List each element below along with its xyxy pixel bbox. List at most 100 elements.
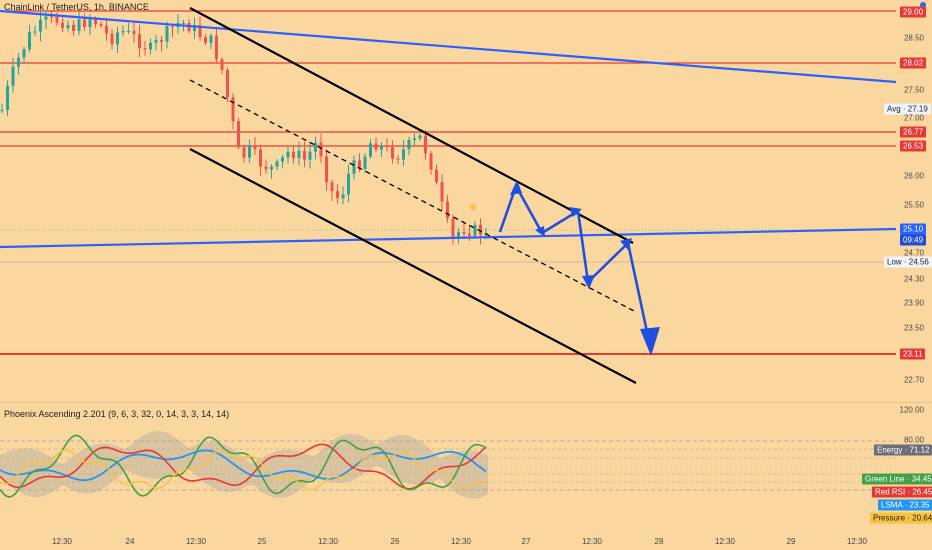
red-rsi-tag[interactable]: Red RSI · 26.45 (872, 486, 932, 498)
low-tag[interactable]: Low · 24.56 (884, 256, 932, 268)
candle-body (242, 147, 246, 158)
candle-body (215, 35, 218, 60)
candle-body (127, 30, 130, 32)
candle-body (319, 142, 323, 157)
lsma-line[interactable] (0, 449, 487, 482)
candle-body (424, 135, 427, 154)
candle-body (347, 173, 350, 195)
candle-body (259, 149, 262, 167)
projection-leg-4[interactable] (576, 210, 590, 283)
arrowhead-icon (535, 226, 545, 237)
level-tag-23-11[interactable]: 23.11 (900, 348, 926, 360)
candle-body (429, 153, 433, 170)
arrowhead-icon (620, 238, 632, 250)
candle-body (116, 32, 119, 45)
candle-body (308, 151, 312, 160)
energy-band-area (0, 431, 488, 499)
candle-body (17, 57, 20, 67)
candle-body (165, 26, 169, 42)
candle-body (292, 151, 295, 159)
candle-body (270, 166, 273, 170)
price-tick: 24.30 (903, 274, 924, 284)
candle-body (303, 150, 306, 160)
symbol-title[interactable]: ChainLink / TetherUS, 1h, BINANCE (4, 2, 149, 12)
candle-body (248, 145, 251, 158)
current-price-tag[interactable]: 25.10 (900, 223, 927, 235)
candle-body (407, 140, 411, 150)
candle-body (220, 59, 224, 70)
time-label: 12:30 (846, 537, 868, 546)
price-tick: 24.70 (903, 248, 924, 258)
candle-body (94, 19, 97, 24)
pressure-line[interactable] (0, 449, 487, 491)
candle-body (105, 25, 108, 34)
blue-trendline-upper[interactable] (0, 9, 897, 84)
candle-body (440, 182, 444, 202)
candle-body (193, 25, 196, 32)
candle-body (132, 30, 136, 35)
time-axis[interactable]: 12:30 24 12:30 25 12:30 26 12:30 27 12:3… (0, 536, 896, 550)
indicator-pane[interactable] (0, 431, 896, 499)
candle-body (374, 143, 378, 150)
candle-body (72, 24, 75, 32)
channel-mid-dashed[interactable] (189, 79, 637, 313)
level-tag-28-02[interactable]: 28.02 (900, 57, 927, 69)
candle-body (182, 22, 185, 24)
settings-dot-icon[interactable] (920, 2, 926, 8)
avg-tag[interactable]: Avg · 27.19 (884, 103, 931, 115)
time-label: 12:30 (581, 537, 603, 546)
price-tick: 22.70 (903, 375, 924, 385)
candle-body (479, 224, 482, 235)
channel-upper-line[interactable] (189, 7, 634, 244)
green-line-tag[interactable]: Green Line · 34.45 (862, 473, 932, 485)
level-tag-26-77[interactable]: 26.77 (900, 126, 927, 138)
candle-body (66, 24, 70, 29)
time-label: 12:30 (317, 537, 339, 546)
countdown-tag: 09:49 (900, 234, 927, 246)
signal-dot-icon (470, 204, 476, 210)
candle-body (253, 145, 257, 150)
projection-leg-3[interactable] (541, 209, 579, 235)
candle-body (55, 16, 59, 23)
candle-body (110, 33, 114, 45)
candlestick-series[interactable] (0, 10, 488, 245)
time-label: 24 (125, 537, 135, 546)
price-scale[interactable]: 28.50 27.50 27.00 26.00 25.50 24.70 24.3… (896, 0, 932, 550)
trend-lines[interactable] (0, 7, 897, 384)
price-tick: 27.00 (903, 113, 924, 123)
blue-trendline-lower[interactable] (0, 227, 897, 249)
green-line[interactable] (0, 434, 487, 498)
channel-lower-line[interactable] (189, 148, 637, 384)
candle-body (264, 166, 268, 170)
price-tick: 25.50 (903, 200, 924, 210)
pressure-tag[interactable]: Pressure · 20.64 (870, 512, 932, 524)
candle-body (352, 160, 356, 174)
projection-leg-2[interactable] (514, 185, 544, 234)
candle-body (121, 30, 125, 33)
candle-body (391, 147, 394, 159)
candle-body (314, 142, 317, 152)
candle-body (99, 23, 103, 26)
level-tag-26-53[interactable]: 26.53 (900, 140, 927, 152)
candle-body (6, 85, 9, 110)
candle-body (61, 22, 64, 29)
candle-body (462, 232, 466, 234)
candle-body (39, 19, 42, 32)
horizontal-levels[interactable] (0, 10, 896, 355)
candle-body (171, 26, 174, 28)
pane-separator[interactable] (0, 402, 932, 403)
candle-body (396, 158, 400, 160)
lsma-tag[interactable]: LSMA · 23.35 (878, 499, 932, 511)
level-tag-29[interactable]: 29.00 (900, 6, 927, 18)
candle-body (44, 16, 48, 20)
candle-body (363, 156, 367, 169)
price-tick: 28.50 (903, 33, 924, 43)
time-label: 28 (654, 537, 664, 546)
time-label: 26 (390, 537, 400, 546)
price-tick: 27.50 (903, 85, 924, 95)
indicator-title[interactable]: Phoenix Ascending 2.201 (9, 6, 3, 32, 0,… (4, 409, 230, 419)
energy-tag[interactable]: Energy · 71.12 (874, 444, 932, 456)
candle-body (369, 143, 372, 157)
